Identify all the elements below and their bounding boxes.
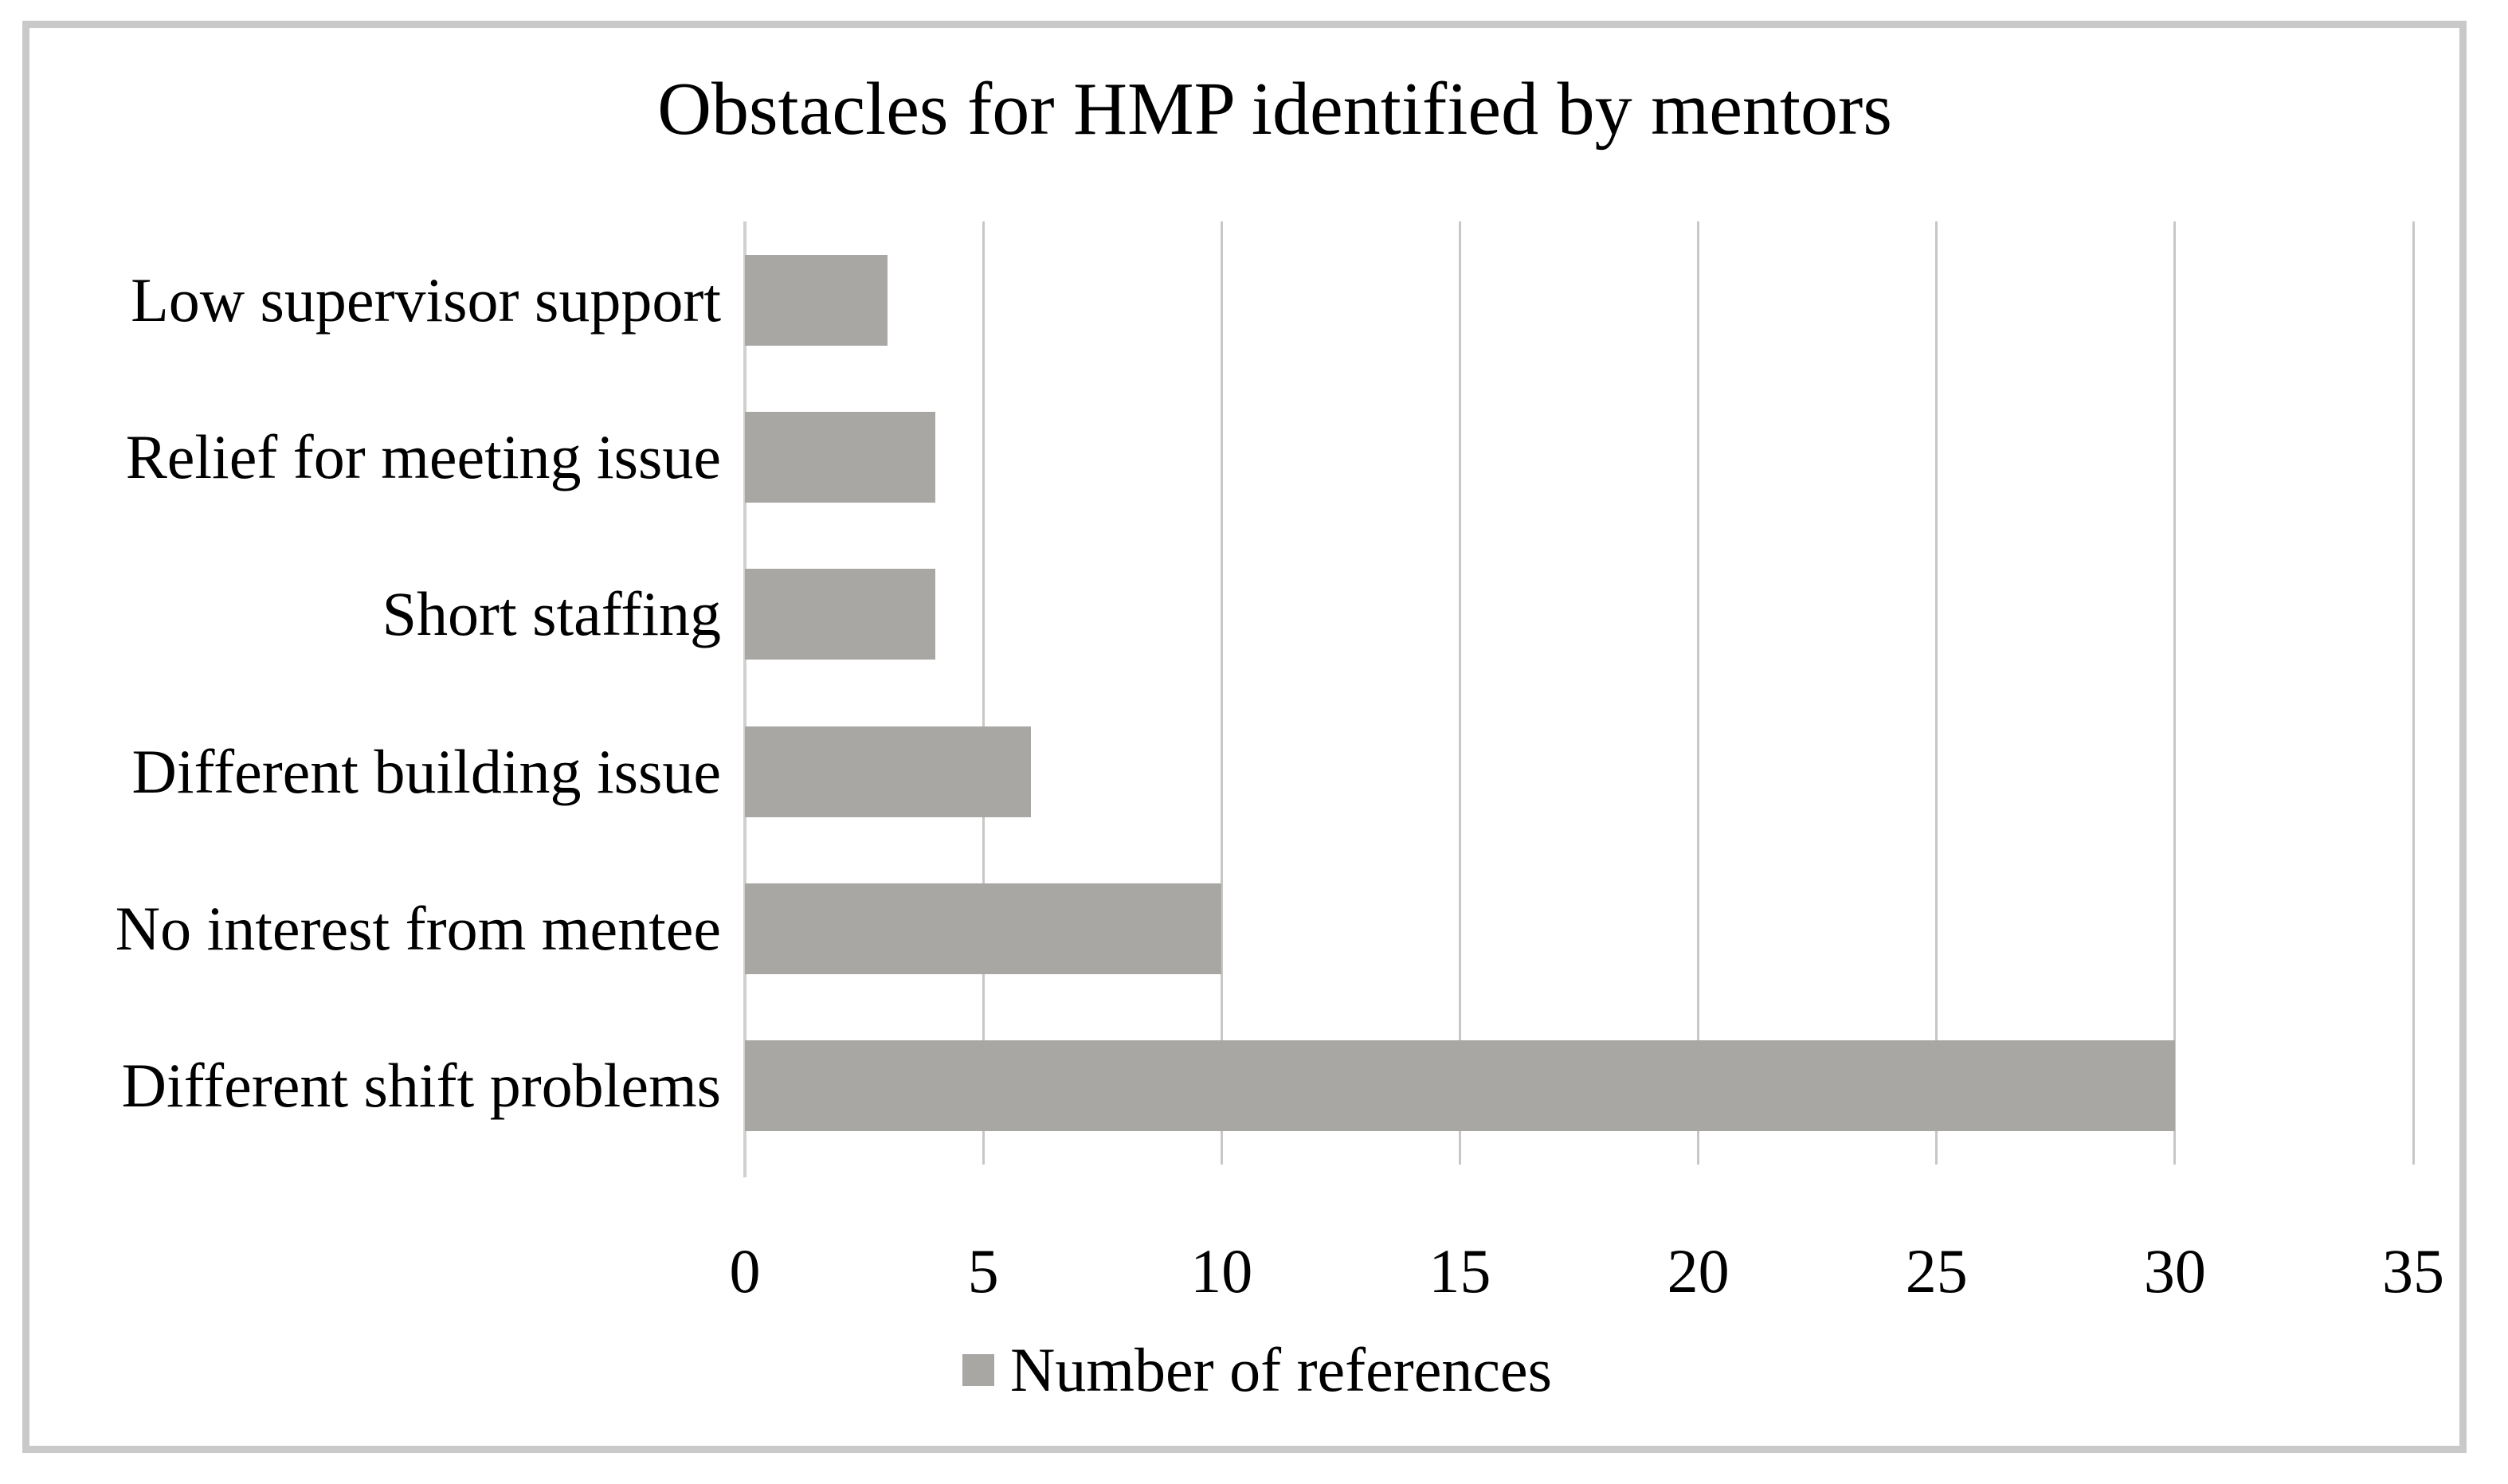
x-tick-label: 0 — [729, 1236, 761, 1306]
legend: Number of references — [962, 1338, 1552, 1402]
gridline — [982, 221, 985, 1165]
plot-area — [743, 221, 2415, 1177]
x-tick-label: 25 — [1905, 1236, 1968, 1306]
gridline — [1220, 221, 1223, 1165]
bar — [745, 726, 1031, 817]
category-label: No interest from mentee — [115, 894, 721, 963]
legend-swatch-icon — [962, 1354, 994, 1386]
category-label: Short staffing — [382, 579, 721, 649]
gridline — [2173, 221, 2177, 1165]
category-label: Different shift problems — [121, 1051, 721, 1121]
x-tick-label: 35 — [2382, 1236, 2444, 1306]
x-tick-label: 15 — [1428, 1236, 1491, 1306]
axis-line — [743, 221, 747, 1177]
gridline — [2412, 221, 2415, 1165]
category-label: Low supervisor support — [131, 264, 721, 335]
category-label: Relief for meeting issue — [125, 422, 721, 491]
gridline — [1697, 221, 1700, 1165]
legend-label: Number of references — [1010, 1335, 1552, 1404]
bar — [745, 1040, 2175, 1132]
bar — [745, 569, 936, 660]
category-label: Different building issue — [131, 736, 721, 806]
bar — [745, 254, 888, 346]
gridline — [1458, 221, 1461, 1165]
chart-title: Obstacles for HMP identified by mentors — [657, 68, 1892, 151]
bar — [745, 412, 936, 503]
x-tick-label: 30 — [2143, 1236, 2206, 1306]
gridline — [1935, 221, 1938, 1165]
figure-border — [22, 21, 2467, 1453]
x-tick-label: 20 — [1667, 1236, 1730, 1306]
bar — [745, 883, 1222, 974]
x-tick-label: 5 — [967, 1236, 999, 1306]
x-tick-label: 10 — [1190, 1236, 1253, 1306]
